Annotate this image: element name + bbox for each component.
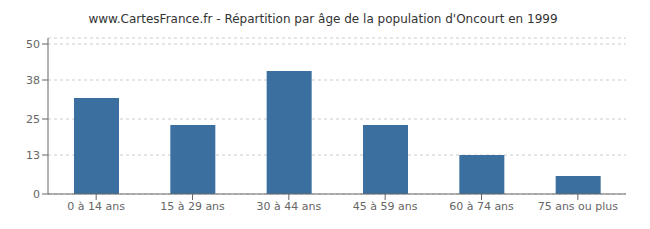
svg-text:50: 50 <box>26 38 40 51</box>
svg-text:0: 0 <box>33 188 40 201</box>
html-text:www.CartesFrance.fr - Répartit: www.CartesFrance.fr - Répartition par âg… <box>88 12 558 26</box>
svg-text:15 à 29 ans: 15 à 29 ans <box>160 200 225 213</box>
svg-text:75 ans ou plus: 75 ans ou plus <box>538 200 619 213</box>
svg-text:38: 38 <box>26 74 40 87</box>
svg-text:0 à 14 ans: 0 à 14 ans <box>67 200 125 213</box>
svg-text:45 à 59 ans: 45 à 59 ans <box>353 200 418 213</box>
svg-text:13: 13 <box>26 149 40 162</box>
svg-text:25: 25 <box>26 113 40 126</box>
svg-text:60 à 74 ans: 60 à 74 ans <box>449 200 514 213</box>
svg-text:30 à 44 ans: 30 à 44 ans <box>256 200 321 213</box>
